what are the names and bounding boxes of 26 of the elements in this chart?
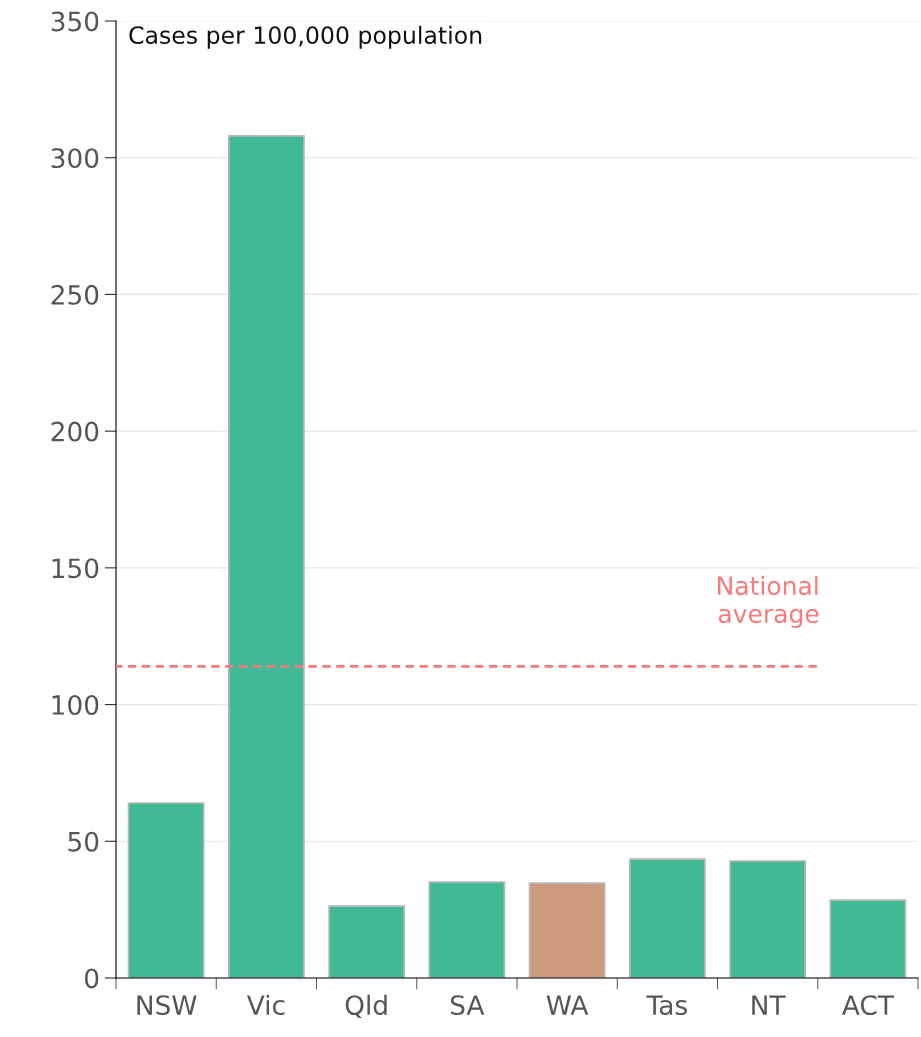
x-tick-label: NSW bbox=[137, 995, 197, 1016]
ref-line-label: National average bbox=[718, 575, 819, 629]
y-tick-label: 50 bbox=[68, 831, 99, 852]
y-tick-label: 300 bbox=[51, 148, 99, 169]
bar bbox=[428, 881, 506, 978]
y-tick-label: 200 bbox=[51, 421, 99, 442]
bar bbox=[628, 858, 706, 978]
bar bbox=[729, 860, 807, 978]
bar bbox=[127, 802, 205, 978]
bar bbox=[328, 905, 406, 978]
y-tick-label: 350 bbox=[51, 11, 99, 32]
y-tick-label: 0 bbox=[84, 968, 99, 989]
bar bbox=[829, 899, 907, 978]
y-tick-label: 250 bbox=[51, 284, 99, 305]
bar bbox=[227, 135, 305, 978]
x-tick-label: ACT bbox=[842, 995, 895, 1016]
bar bbox=[528, 882, 606, 978]
y-tick-label: 100 bbox=[52, 695, 99, 715]
x-tick-label: Vic bbox=[246, 994, 285, 1016]
x-tick-label: SA bbox=[450, 995, 485, 1016]
x-tick-label: NT bbox=[752, 995, 786, 1015]
chart-title: Cases per 100,000 population bbox=[129, 25, 482, 49]
x-tick-label: Qld bbox=[345, 994, 387, 1019]
x-tick-label: Tas bbox=[646, 995, 687, 1016]
y-tick-label: 150 bbox=[52, 558, 99, 579]
x-tick-label: WA bbox=[546, 995, 589, 1015]
